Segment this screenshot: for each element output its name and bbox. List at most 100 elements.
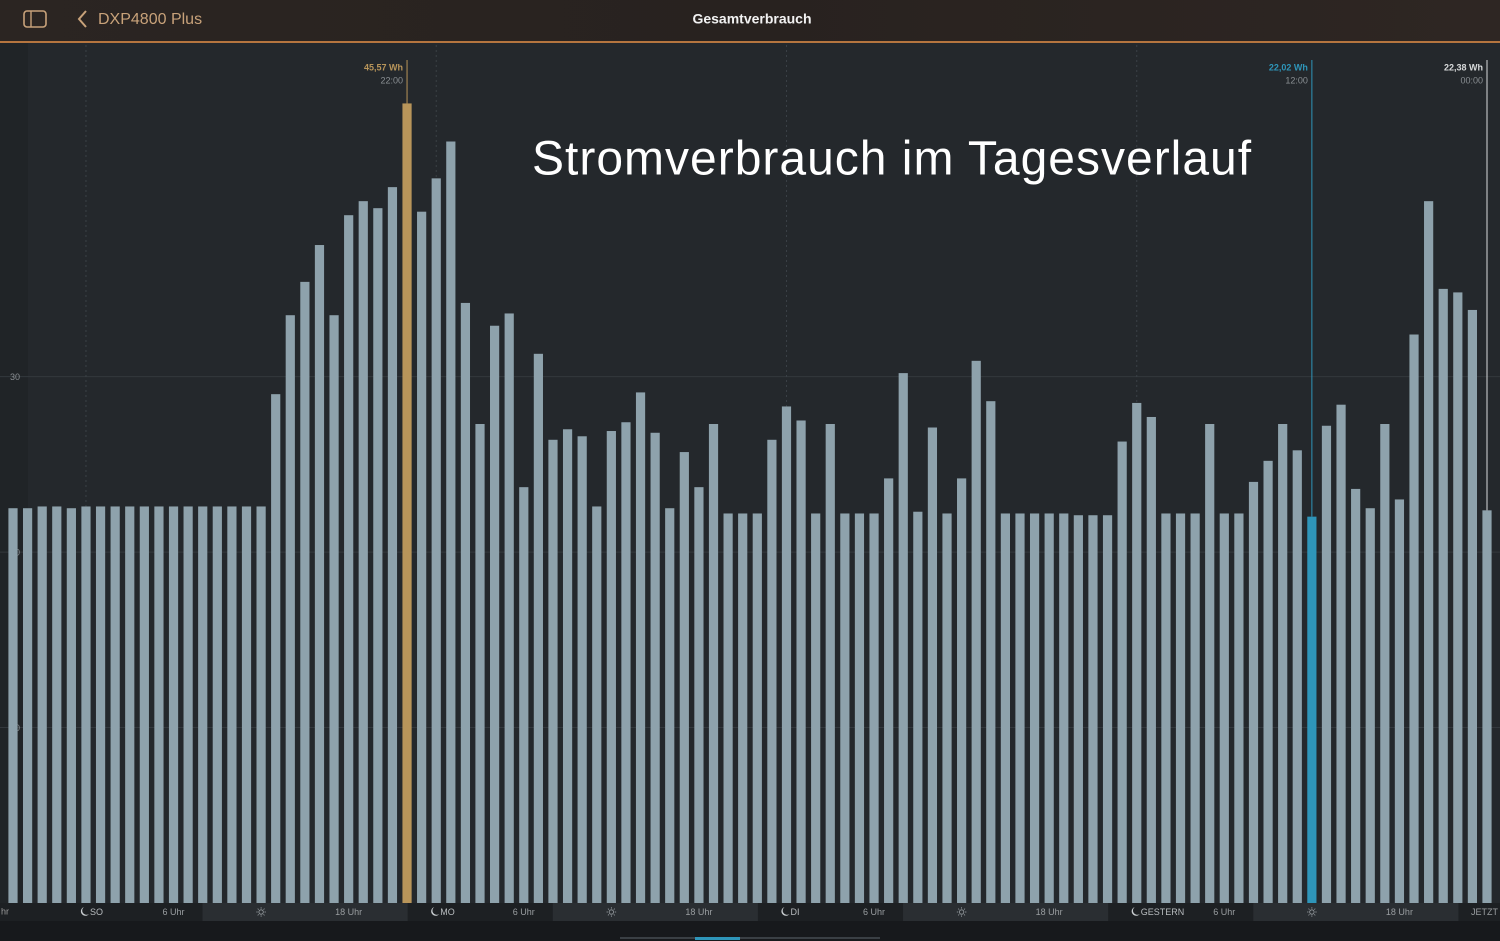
bar [1263, 460, 1273, 903]
sidebar-button[interactable] [23, 10, 47, 28]
sun-icon [1307, 907, 1317, 917]
chart-title: Stromverbrauch im Tagesverlauf [532, 133, 1252, 186]
value-label: 45,57 Wh [364, 62, 403, 72]
sidebar-icon [23, 10, 47, 28]
bar [1365, 508, 1375, 903]
sun-ray [963, 908, 966, 910]
sun-core [258, 909, 264, 915]
bar [1146, 416, 1156, 903]
x-tick-label: DI [790, 907, 799, 917]
bar [1292, 450, 1302, 903]
bar [592, 506, 602, 903]
back-button[interactable]: DXP4800 Plus [77, 10, 202, 28]
bar [1044, 513, 1054, 903]
bar [1088, 515, 1098, 903]
bar [1161, 513, 1171, 903]
bar [227, 506, 237, 903]
bar [621, 422, 631, 903]
bar [796, 420, 806, 903]
bar [241, 506, 252, 903]
value-label: 22,02 Wh [1269, 62, 1308, 72]
bar [738, 513, 748, 903]
bar [402, 103, 412, 903]
bar [577, 436, 587, 903]
bar [1234, 513, 1244, 903]
bar [1205, 423, 1215, 903]
bar [781, 406, 792, 903]
bar [840, 513, 850, 903]
x-tick-label: 6 Uhr [513, 907, 535, 917]
sun-core [1309, 909, 1315, 915]
moon-icon [781, 907, 790, 916]
bar [1336, 404, 1346, 903]
bar [884, 478, 894, 903]
bar [1015, 513, 1025, 903]
bar [154, 506, 164, 903]
bar [1424, 201, 1434, 903]
bar [1000, 513, 1010, 903]
sun-ray [607, 914, 610, 916]
scroll-thumb [695, 937, 740, 940]
bar [1132, 402, 1142, 903]
bar [81, 506, 91, 903]
bar [1278, 423, 1288, 903]
sun-ray [963, 914, 966, 916]
bar [183, 506, 193, 903]
page-title: Gesamtverbrauch [692, 11, 811, 27]
bar [708, 423, 719, 903]
bar [37, 506, 47, 903]
x-tick-label: 18 Uhr [1036, 907, 1063, 917]
scroll-track [620, 937, 880, 939]
bar [519, 487, 529, 903]
bar [665, 508, 675, 903]
bar [1248, 481, 1259, 903]
bar [1102, 515, 1113, 903]
sun-ray [257, 914, 259, 916]
bar [314, 245, 325, 903]
x-axis-day-band [903, 903, 1109, 921]
sun-core [608, 909, 614, 915]
x-tick-label-cut: hr [1, 906, 9, 916]
x-tick-label: 6 Uhr [863, 907, 885, 917]
bar [548, 439, 558, 903]
bar [1073, 515, 1083, 903]
bar [256, 506, 266, 903]
bar [285, 315, 295, 903]
bar [1190, 513, 1200, 903]
footer [0, 921, 1500, 941]
bar [913, 511, 923, 903]
bar [8, 508, 18, 903]
x-tick-label: JETZT [1471, 907, 1498, 917]
bar [95, 506, 106, 903]
bar [811, 513, 821, 903]
bar [460, 302, 471, 903]
x-tick-label: 6 Uhr [163, 907, 185, 917]
bar [1453, 292, 1463, 903]
bar [66, 508, 76, 903]
bar [1409, 334, 1419, 903]
bar [971, 360, 981, 903]
x-tick-label: 18 Uhr [1386, 907, 1413, 917]
x-axis-day-band [552, 903, 758, 921]
sun-ray [263, 908, 265, 910]
bar [986, 401, 996, 903]
sun-ray [263, 914, 265, 916]
x-tick-label: MO [440, 907, 455, 917]
bar [52, 506, 62, 903]
bar [1219, 513, 1229, 903]
sun-ray [613, 908, 616, 910]
x-tick-label: SO [90, 907, 103, 917]
value-label: 22,38 Wh [1444, 62, 1483, 72]
tooltip-time: 12:00 [1285, 75, 1308, 85]
back-label[interactable]: DXP4800 Plus [98, 11, 202, 28]
bar [1467, 309, 1478, 903]
bar [767, 439, 777, 903]
header-border [0, 41, 1500, 43]
y-tick-label: 30 [10, 372, 20, 382]
bar [635, 392, 646, 903]
bar [417, 211, 427, 903]
bar [1175, 513, 1186, 903]
sun-ray [1313, 914, 1316, 916]
